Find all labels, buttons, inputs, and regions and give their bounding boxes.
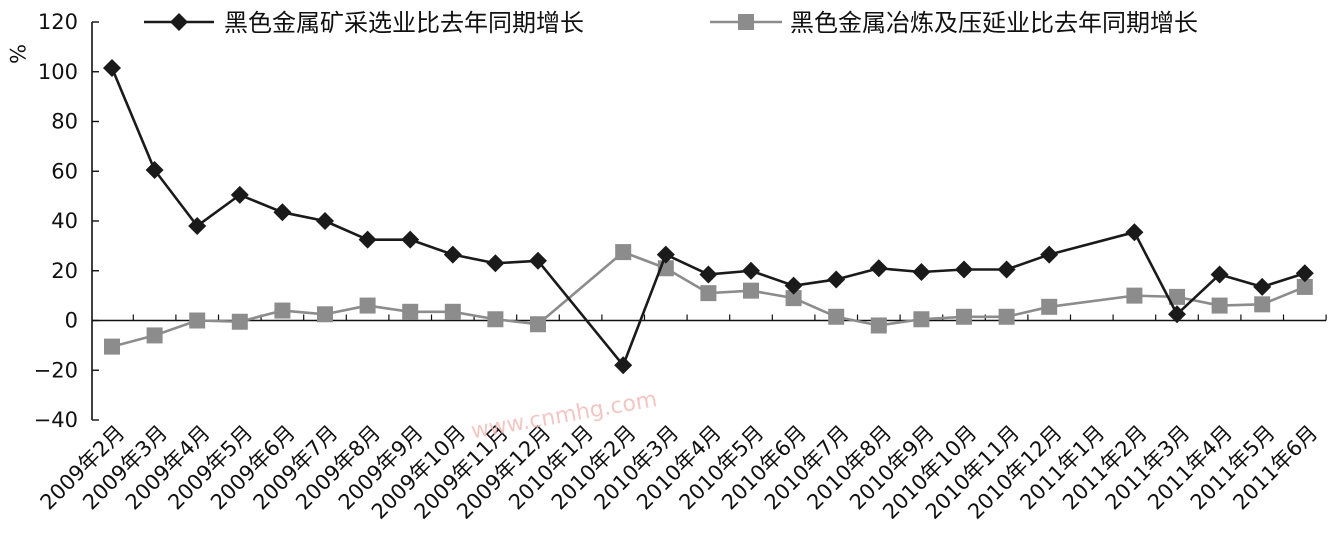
data-point xyxy=(530,316,546,333)
y-axis-unit: % xyxy=(5,44,29,64)
data-point xyxy=(1211,297,1228,314)
data-point xyxy=(998,308,1015,325)
data-point xyxy=(913,311,930,328)
data-point xyxy=(487,311,504,328)
data-point xyxy=(742,261,760,280)
legend: 黑色金属矿采选业比去年同期增长 黑色金属冶炼及压延业比去年同期增长 xyxy=(144,9,1198,37)
legend-label: 黑色金属冶炼及压延业比去年同期增长 xyxy=(790,9,1198,37)
data-point xyxy=(486,254,505,273)
data-point xyxy=(189,312,206,329)
data-point xyxy=(188,216,207,235)
data-point xyxy=(1040,245,1059,264)
data-point xyxy=(614,356,633,375)
legend-label: 黑色金属矿采选业比去年同期增长 xyxy=(224,9,584,37)
y-tick-label: 100 xyxy=(38,60,78,84)
data-point xyxy=(1254,296,1271,313)
data-point xyxy=(1169,288,1185,305)
data-point xyxy=(529,251,547,270)
y-tick-label: 60 xyxy=(51,159,78,183)
data-point xyxy=(912,262,931,281)
data-point xyxy=(230,185,249,204)
series-2 xyxy=(104,244,1313,355)
data-point xyxy=(104,338,120,355)
data-point xyxy=(1210,265,1229,284)
data-point xyxy=(1168,305,1186,324)
data-point xyxy=(401,230,420,249)
series-1 xyxy=(103,59,1314,375)
data-point xyxy=(358,230,377,249)
legend-item-2: 黑色金属冶炼及压延业比去年同期增长 xyxy=(710,9,1198,37)
data-point xyxy=(1041,298,1058,315)
y-ticks: −40 −20 0 20 40 60 80 100 120 xyxy=(34,10,99,432)
data-point xyxy=(615,244,632,261)
legend-item-1: 黑色金属矿采选业比去年同期增长 xyxy=(144,9,584,37)
data-point xyxy=(784,276,803,295)
data-point xyxy=(955,260,973,279)
data-point xyxy=(827,270,846,289)
data-point xyxy=(274,302,291,319)
data-point xyxy=(145,161,164,180)
data-point xyxy=(1253,277,1272,296)
data-point xyxy=(785,290,802,307)
data-point xyxy=(869,259,888,278)
data-point xyxy=(656,245,675,264)
data-point xyxy=(231,313,248,330)
data-point xyxy=(359,297,376,314)
data-point xyxy=(317,306,333,323)
data-point xyxy=(699,265,718,284)
data-point xyxy=(1296,278,1313,295)
y-tick-label: −40 xyxy=(34,408,78,432)
data-point xyxy=(316,212,334,230)
data-point xyxy=(1126,287,1143,304)
legend-marker xyxy=(170,13,188,31)
data-point xyxy=(743,282,759,299)
data-point xyxy=(956,308,972,325)
x-ticks: 2009年2月2009年3月2009年4月2009年5月2009年6月2009年… xyxy=(36,314,1327,524)
data-point xyxy=(1125,223,1144,242)
data-point xyxy=(146,327,163,344)
data-point xyxy=(103,59,121,78)
data-point xyxy=(997,260,1016,279)
y-tick-label: 120 xyxy=(38,10,78,34)
series-layer xyxy=(103,59,1314,375)
y-tick-label: 20 xyxy=(51,259,78,283)
axes xyxy=(91,22,1326,420)
data-point xyxy=(444,303,461,320)
data-point xyxy=(1295,264,1314,283)
data-point xyxy=(402,303,419,320)
y-tick-label: 40 xyxy=(51,209,78,233)
data-point xyxy=(443,245,462,264)
y-tick-label: 80 xyxy=(51,110,78,134)
legend-marker xyxy=(738,14,754,30)
data-point xyxy=(700,285,717,302)
data-point xyxy=(828,308,845,325)
y-tick-label: 0 xyxy=(65,309,78,333)
y-tick-label: −20 xyxy=(34,358,78,382)
data-point xyxy=(273,203,292,222)
data-point xyxy=(870,317,887,334)
